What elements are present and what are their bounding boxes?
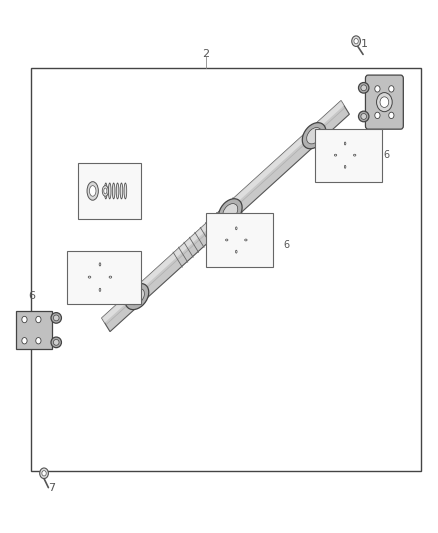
Ellipse shape xyxy=(353,154,357,157)
Ellipse shape xyxy=(307,127,321,144)
Ellipse shape xyxy=(102,185,108,196)
Circle shape xyxy=(22,337,27,344)
Ellipse shape xyxy=(124,183,127,199)
Ellipse shape xyxy=(104,188,107,194)
Circle shape xyxy=(36,337,41,344)
Ellipse shape xyxy=(236,250,237,253)
Ellipse shape xyxy=(105,183,107,199)
Ellipse shape xyxy=(112,183,115,199)
Bar xyxy=(315,128,382,182)
Ellipse shape xyxy=(223,204,238,220)
Text: 7: 7 xyxy=(48,483,55,493)
Ellipse shape xyxy=(87,275,92,279)
Bar xyxy=(16,311,52,349)
Text: 3: 3 xyxy=(102,187,110,197)
Ellipse shape xyxy=(89,185,96,196)
Text: 6: 6 xyxy=(116,278,122,288)
Ellipse shape xyxy=(361,114,367,119)
Text: 6: 6 xyxy=(384,150,390,160)
Ellipse shape xyxy=(125,284,149,310)
Text: 4: 4 xyxy=(311,124,318,134)
Bar xyxy=(67,251,141,304)
Text: 5: 5 xyxy=(133,277,140,287)
Ellipse shape xyxy=(53,315,59,321)
Ellipse shape xyxy=(361,85,367,91)
Ellipse shape xyxy=(99,288,101,292)
Ellipse shape xyxy=(225,238,229,242)
Ellipse shape xyxy=(116,183,119,199)
Circle shape xyxy=(375,86,380,92)
Ellipse shape xyxy=(99,262,102,267)
Circle shape xyxy=(354,38,358,44)
Ellipse shape xyxy=(87,182,99,200)
Ellipse shape xyxy=(53,340,59,345)
Ellipse shape xyxy=(226,239,228,241)
Ellipse shape xyxy=(51,337,61,348)
Ellipse shape xyxy=(109,183,111,199)
Bar xyxy=(78,163,141,219)
Circle shape xyxy=(377,93,392,112)
FancyBboxPatch shape xyxy=(365,75,403,129)
Ellipse shape xyxy=(344,141,346,146)
Ellipse shape xyxy=(109,276,112,278)
Ellipse shape xyxy=(99,287,102,293)
Ellipse shape xyxy=(333,154,338,157)
Ellipse shape xyxy=(99,263,101,266)
Ellipse shape xyxy=(130,288,145,305)
Ellipse shape xyxy=(235,249,238,254)
Ellipse shape xyxy=(219,199,242,225)
Ellipse shape xyxy=(244,238,248,242)
Ellipse shape xyxy=(344,142,346,145)
Text: 6: 6 xyxy=(28,290,35,301)
Polygon shape xyxy=(102,101,344,323)
Text: 6: 6 xyxy=(74,278,81,288)
Circle shape xyxy=(389,112,394,118)
Ellipse shape xyxy=(344,164,346,169)
Text: 1: 1 xyxy=(361,39,368,49)
Ellipse shape xyxy=(245,239,247,241)
Circle shape xyxy=(22,317,27,322)
Text: 6: 6 xyxy=(283,240,290,251)
Ellipse shape xyxy=(236,227,237,230)
Ellipse shape xyxy=(88,276,91,278)
Text: 2: 2 xyxy=(202,50,209,59)
Text: 6: 6 xyxy=(240,240,246,251)
Ellipse shape xyxy=(334,154,337,156)
Ellipse shape xyxy=(108,275,113,279)
Circle shape xyxy=(352,36,360,46)
Circle shape xyxy=(389,86,394,92)
Ellipse shape xyxy=(358,111,369,122)
Circle shape xyxy=(40,468,48,479)
Circle shape xyxy=(42,471,46,476)
Circle shape xyxy=(97,273,103,281)
Text: 6: 6 xyxy=(342,150,348,160)
Ellipse shape xyxy=(235,225,238,231)
Circle shape xyxy=(233,237,239,243)
Ellipse shape xyxy=(353,154,356,156)
Bar xyxy=(31,68,420,471)
Circle shape xyxy=(380,97,389,108)
Circle shape xyxy=(375,112,380,118)
Ellipse shape xyxy=(120,183,123,199)
Ellipse shape xyxy=(51,313,61,323)
Ellipse shape xyxy=(358,83,369,93)
Polygon shape xyxy=(102,101,350,332)
Ellipse shape xyxy=(344,165,346,168)
Text: 4: 4 xyxy=(81,262,88,271)
Bar xyxy=(206,214,273,266)
Text: 4: 4 xyxy=(207,214,214,224)
Circle shape xyxy=(36,317,41,322)
Circle shape xyxy=(343,152,348,158)
Text: 5: 5 xyxy=(259,230,266,240)
Text: 5: 5 xyxy=(359,140,366,150)
Ellipse shape xyxy=(302,123,326,149)
